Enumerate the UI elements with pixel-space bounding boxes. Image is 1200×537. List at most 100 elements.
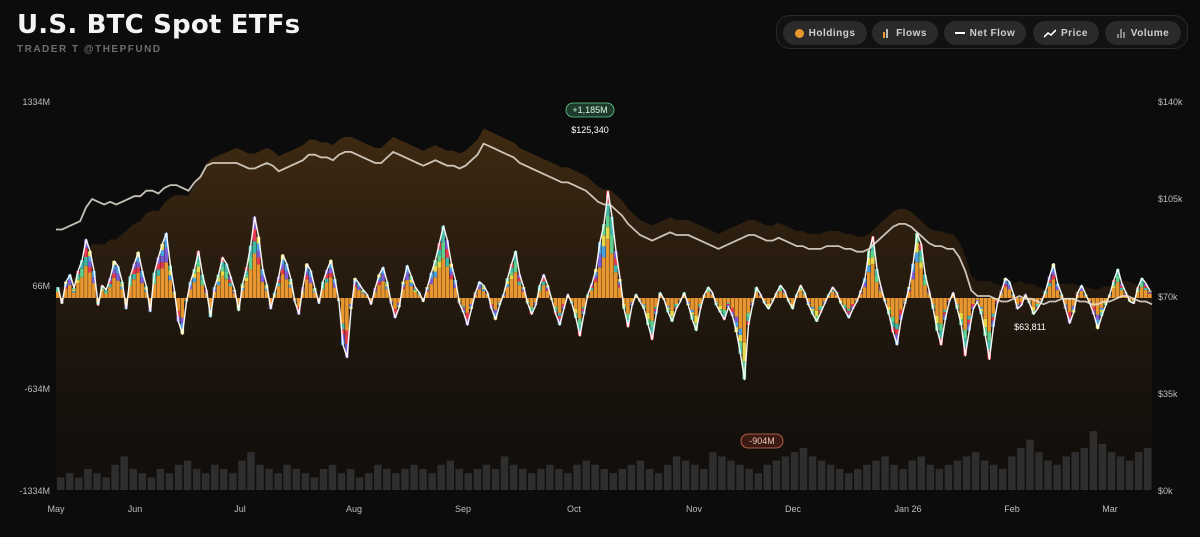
flow-bar-segment xyxy=(513,251,518,262)
flow-bar-segment xyxy=(517,281,522,286)
max-flow-label: +1,185M xyxy=(572,105,607,115)
flow-bar-segment xyxy=(1087,301,1092,302)
toggle-price-button[interactable]: Price xyxy=(1033,21,1099,45)
flow-bar-segment xyxy=(304,267,309,272)
flow-bar xyxy=(690,298,694,310)
toggle-net-flow-button[interactable]: Net Flow xyxy=(944,21,1026,45)
flow-bar xyxy=(846,298,851,309)
flow-bar-segment xyxy=(650,320,654,327)
flow-bar-segment xyxy=(120,281,124,285)
flow-bar-segment xyxy=(381,267,385,275)
flow-bar-segment xyxy=(842,304,847,307)
flow-bar-segment xyxy=(308,271,313,278)
flow-bar-segment xyxy=(333,279,337,284)
flow-bar-segment xyxy=(220,266,225,272)
x-tick-2: Jul xyxy=(234,504,246,514)
toggle-holdings-button[interactable]: Holdings xyxy=(783,21,867,45)
flow-bar xyxy=(1015,298,1020,304)
flow-bar-segment xyxy=(357,283,361,287)
flow-bar-segment xyxy=(814,310,819,317)
volume-bar xyxy=(500,456,509,490)
flow-bar-segment xyxy=(746,312,751,317)
flow-bar-segment xyxy=(469,304,474,306)
flow-bar xyxy=(317,298,321,301)
flow-bar-segment xyxy=(172,293,176,294)
flow-bar-segment xyxy=(698,304,702,306)
flow-bar xyxy=(449,279,453,298)
flow-bar-segment xyxy=(268,305,273,307)
flow-bar-segment xyxy=(891,327,895,333)
flow-bar xyxy=(144,291,148,298)
flow-bar-segment xyxy=(401,283,405,286)
flow-bar-segment xyxy=(630,303,634,305)
flow-bar-segment xyxy=(276,279,281,283)
flow-bar xyxy=(1051,279,1056,298)
volume-bar xyxy=(464,473,473,490)
x-tick-8: Jan 26 xyxy=(894,504,921,514)
flow-bar-segment xyxy=(766,304,771,307)
flow-bar xyxy=(216,285,221,298)
flow-bar-segment xyxy=(244,274,249,278)
flow-bar xyxy=(830,292,835,298)
flow-bar-segment xyxy=(794,294,799,295)
flow-bar-segment xyxy=(497,302,502,303)
flow-bar xyxy=(1115,282,1120,298)
flow-bar xyxy=(240,290,245,298)
volume-icon xyxy=(1116,28,1126,38)
flow-bar-segment xyxy=(393,308,397,314)
flow-bar-segment xyxy=(871,257,875,265)
flow-bar-segment xyxy=(381,274,385,282)
flow-bar xyxy=(124,298,128,304)
flow-bar-segment xyxy=(1107,294,1112,296)
flow-bar xyxy=(931,298,935,304)
flow-bar-segment xyxy=(389,301,393,303)
flow-bar-segment xyxy=(770,300,775,301)
flow-bar-segment xyxy=(1140,278,1144,283)
toggle-volume-button[interactable]: Volume xyxy=(1105,21,1181,45)
flow-bar-segment xyxy=(425,287,429,289)
flow-bar-segment xyxy=(1035,307,1040,309)
flow-bar-segment xyxy=(991,323,995,327)
flow-bar-segment xyxy=(1003,284,1008,288)
flow-bar xyxy=(967,298,971,316)
flow-bar-segment xyxy=(838,301,843,303)
flow-bar-segment xyxy=(642,305,646,307)
flow-bar xyxy=(658,295,662,298)
toggle-flows-button[interactable]: Flows xyxy=(872,21,938,45)
flow-bar-segment xyxy=(60,302,64,304)
flow-bar-segment xyxy=(1131,301,1136,303)
flow-bar-segment xyxy=(730,307,735,312)
flow-bar-segment xyxy=(1027,302,1032,303)
flow-bar-segment xyxy=(879,287,883,289)
flow-bar-segment xyxy=(353,280,357,283)
flow-bar-segment xyxy=(116,273,120,281)
flow-bar xyxy=(622,298,626,304)
flow-bar-segment xyxy=(887,310,891,315)
flow-bar xyxy=(288,287,293,298)
flow-bar-segment xyxy=(963,347,967,356)
flow-bar-segment xyxy=(140,271,144,278)
flow-bar-segment xyxy=(148,307,152,309)
flow-bar-segment xyxy=(806,303,811,305)
flow-bar-segment xyxy=(1083,294,1088,295)
min-flow-badge xyxy=(740,433,784,449)
flow-bar-segment xyxy=(505,284,510,288)
volume-bar xyxy=(754,473,762,490)
volume-bar xyxy=(57,477,65,490)
flow-bar-segment xyxy=(1148,291,1152,293)
flow-bar-segment xyxy=(132,274,136,280)
flow-bar-segment xyxy=(276,282,281,287)
flow-bar-segment xyxy=(602,224,606,236)
volume-bar xyxy=(1107,452,1116,490)
flow-bar-segment xyxy=(545,288,550,290)
flow-bar-segment xyxy=(987,331,991,341)
flow-bar-segment xyxy=(1148,293,1152,294)
flow-bar-segment xyxy=(951,294,955,295)
flow-bar-segment xyxy=(927,291,931,293)
flow-bar-segment xyxy=(353,284,357,288)
flow-bar xyxy=(329,277,333,298)
flow-bar-segment xyxy=(288,284,293,288)
flow-bar-segment xyxy=(923,279,927,286)
flow-bar-segment xyxy=(88,261,92,267)
flow-bar xyxy=(1140,287,1144,298)
